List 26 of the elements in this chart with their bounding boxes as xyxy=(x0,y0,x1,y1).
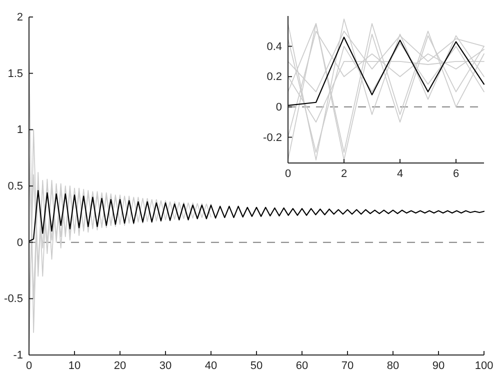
x-tick-label: 60 xyxy=(296,360,308,372)
x-tick-label: 30 xyxy=(159,360,172,372)
y-tick-label: 0 xyxy=(276,101,282,114)
x-tick-label: 90 xyxy=(432,360,445,372)
y-tick-label: 2 xyxy=(16,12,23,24)
x-tick-label: 40 xyxy=(204,360,218,372)
y-tick-label: -1 xyxy=(13,350,23,362)
x-tick-label: 2 xyxy=(340,168,348,180)
x-tick-label: 0 xyxy=(26,360,32,372)
x-tick-label: 70 xyxy=(341,360,354,372)
y-tick-label: 0.5 xyxy=(8,180,23,193)
y-tick-label: -0.2 xyxy=(263,132,282,144)
x-tick-label: 80 xyxy=(386,360,400,372)
y-tick-label: 1 xyxy=(16,124,23,136)
x-tick-label: 100 xyxy=(474,360,494,372)
y-tick-label: 0.2 xyxy=(266,71,282,84)
x-tick-label: 50 xyxy=(250,360,263,372)
x-tick-label: 0 xyxy=(284,168,292,180)
x-tick-label: 20 xyxy=(114,360,126,372)
x-tick-label: 4 xyxy=(396,168,404,180)
x-tick-label: 6 xyxy=(452,168,460,180)
x-tick-label: 10 xyxy=(68,360,81,372)
y-tick-label: 0 xyxy=(16,236,23,249)
y-tick-label: -0.5 xyxy=(4,293,23,306)
y-tick-label: 1.5 xyxy=(8,68,23,80)
y-tick-label: 0.4 xyxy=(266,40,282,53)
